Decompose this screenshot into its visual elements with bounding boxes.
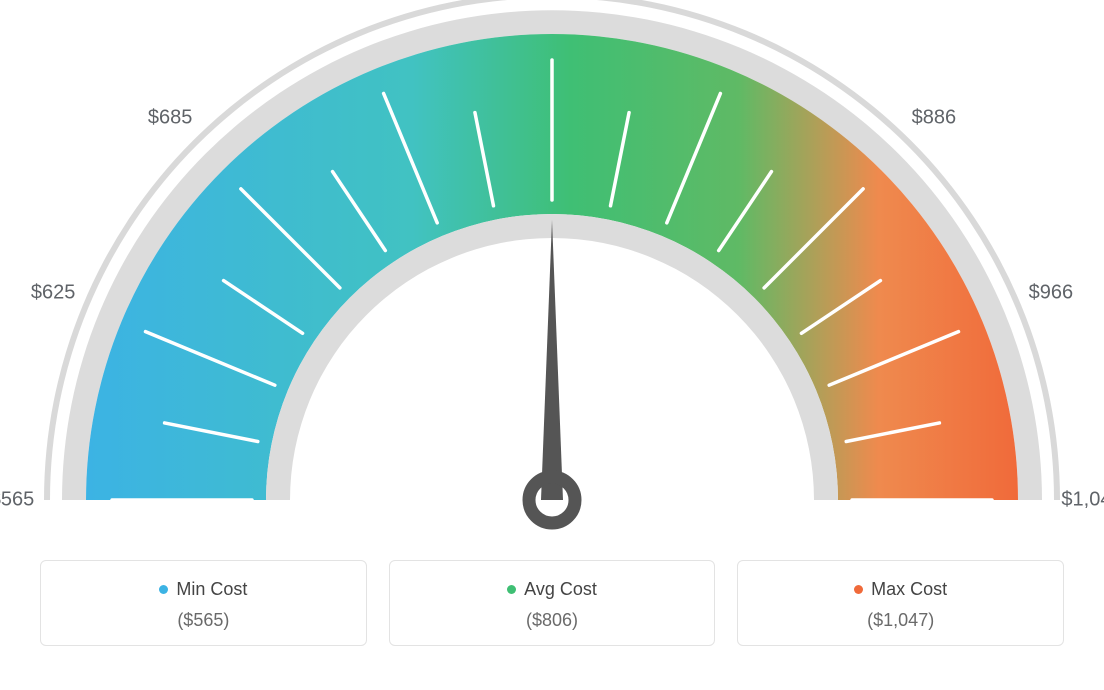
legend-label-avg: Avg Cost [524,579,597,600]
legend-dot-max [854,585,863,594]
legend-label-max: Max Cost [871,579,947,600]
legend-card-min: Min Cost ($565) [40,560,367,646]
gauge-tick-label: $565 [0,489,34,512]
gauge-chart: $565$625$685$806$886$966$1,047 [0,0,1104,540]
gauge-tick-label: $685 [148,107,193,130]
legend-label-min: Min Cost [176,579,247,600]
gauge-tick-label: $625 [31,282,76,305]
legend-title-min: Min Cost [51,579,356,600]
legend-dot-avg [507,585,516,594]
legend-title-max: Max Cost [748,579,1053,600]
legend-title-avg: Avg Cost [400,579,705,600]
legend-row: Min Cost ($565) Avg Cost ($806) Max Cost… [40,560,1064,646]
legend-value-max: ($1,047) [748,610,1053,631]
gauge-tick-label: $966 [1029,282,1074,305]
legend-card-max: Max Cost ($1,047) [737,560,1064,646]
legend-value-min: ($565) [51,610,356,631]
legend-dot-min [159,585,168,594]
gauge-tick-label: $1,047 [1061,489,1104,512]
legend-value-avg: ($806) [400,610,705,631]
legend-card-avg: Avg Cost ($806) [389,560,716,646]
gauge-svg [0,0,1104,540]
gauge-tick-label: $886 [912,107,957,130]
